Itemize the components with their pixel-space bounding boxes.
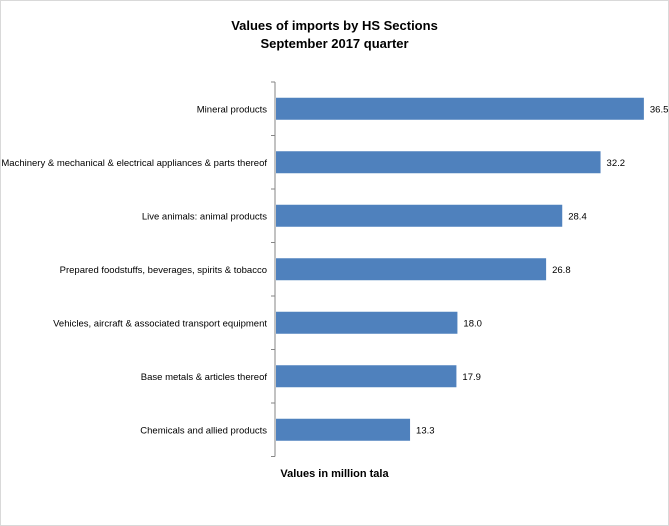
category-label: Mineral products [197, 104, 267, 115]
category-label: Machinery & mechanical & electrical appl… [1, 158, 267, 169]
category-label: Chemicals and allied products [140, 425, 267, 436]
bar [276, 151, 601, 174]
data-label: 36.5 [650, 104, 669, 115]
data-label: 13.3 [416, 425, 435, 436]
bar [276, 418, 411, 441]
data-label: 26.8 [552, 265, 571, 276]
category-label: Vehicles, aircraft & associated transpor… [53, 318, 267, 329]
data-label: 32.2 [607, 158, 626, 169]
data-label: 17.9 [462, 372, 481, 383]
category-label: Prepared foodstuffs, beverages, spirits … [60, 265, 267, 276]
data-label: 28.4 [568, 211, 587, 222]
chart-title: Values of imports by HS Sections [231, 18, 438, 33]
bar [276, 258, 547, 281]
data-label: 18.0 [463, 318, 482, 329]
bar [276, 365, 457, 388]
bar [276, 97, 644, 120]
bar [276, 204, 563, 227]
chart-subtitle: September 2017 quarter [260, 36, 409, 51]
category-label: Base metals & articles thereof [141, 372, 268, 383]
bar [276, 311, 458, 334]
x-axis-label: Values in million tala [280, 468, 389, 480]
category-label: Live animals: animal products [142, 211, 267, 222]
